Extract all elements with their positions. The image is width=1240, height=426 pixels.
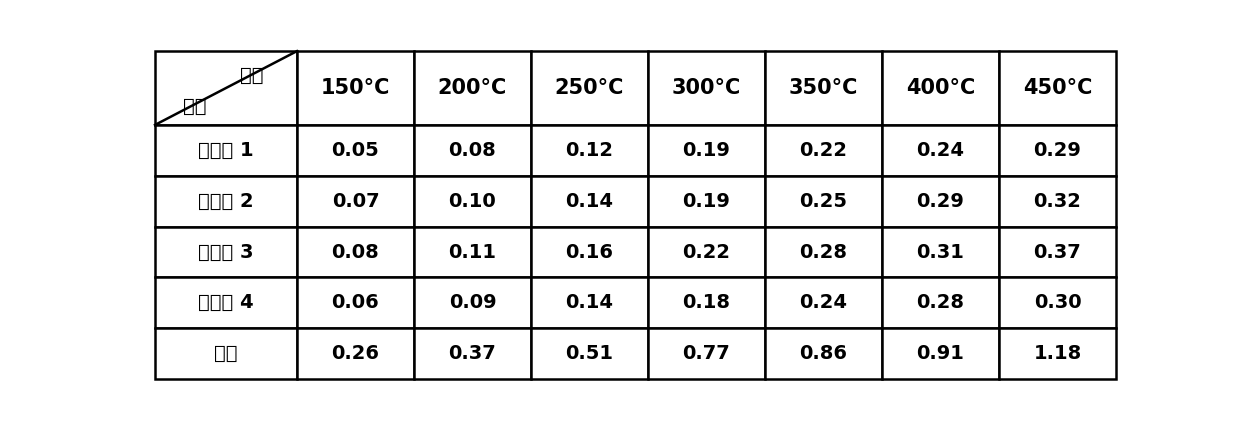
Bar bbox=[155, 227, 296, 277]
Text: 0.09: 0.09 bbox=[449, 294, 496, 312]
Bar bbox=[649, 51, 765, 125]
Text: 0.06: 0.06 bbox=[331, 294, 379, 312]
Text: 样品: 样品 bbox=[184, 97, 207, 116]
Text: 0.25: 0.25 bbox=[800, 192, 847, 211]
Text: 200°C: 200°C bbox=[438, 78, 507, 98]
Text: 0.18: 0.18 bbox=[682, 294, 730, 312]
Bar bbox=[414, 227, 531, 277]
Bar bbox=[531, 51, 649, 125]
Text: 0.10: 0.10 bbox=[449, 192, 496, 211]
Text: 0.37: 0.37 bbox=[449, 344, 496, 363]
Text: 400°C: 400°C bbox=[906, 78, 975, 98]
Text: 0.12: 0.12 bbox=[565, 141, 614, 160]
Text: 0.37: 0.37 bbox=[1034, 242, 1081, 262]
Text: 0.26: 0.26 bbox=[331, 344, 379, 363]
Text: 实施例 2: 实施例 2 bbox=[198, 192, 254, 211]
Bar bbox=[999, 227, 1116, 277]
Bar bbox=[882, 51, 999, 125]
Text: 0.22: 0.22 bbox=[682, 242, 730, 262]
Bar bbox=[531, 277, 649, 328]
Text: 150°C: 150°C bbox=[321, 78, 391, 98]
Text: 0.22: 0.22 bbox=[800, 141, 847, 160]
Text: 0.14: 0.14 bbox=[565, 294, 614, 312]
Bar bbox=[296, 125, 414, 176]
Text: 300°C: 300°C bbox=[672, 78, 742, 98]
Bar bbox=[531, 328, 649, 379]
Text: 0.05: 0.05 bbox=[331, 141, 379, 160]
Bar bbox=[999, 176, 1116, 227]
Text: 350°C: 350°C bbox=[789, 78, 858, 98]
Bar bbox=[765, 227, 882, 277]
Text: 450°C: 450°C bbox=[1023, 78, 1092, 98]
Bar bbox=[999, 328, 1116, 379]
Text: 0.24: 0.24 bbox=[800, 294, 847, 312]
Text: 0.31: 0.31 bbox=[916, 242, 965, 262]
Bar bbox=[649, 176, 765, 227]
Bar bbox=[531, 176, 649, 227]
Text: 0.86: 0.86 bbox=[800, 344, 847, 363]
Bar bbox=[531, 125, 649, 176]
Text: 0.32: 0.32 bbox=[1034, 192, 1081, 211]
Bar bbox=[414, 125, 531, 176]
Bar bbox=[882, 125, 999, 176]
Bar bbox=[155, 328, 296, 379]
Text: 1.18: 1.18 bbox=[1033, 344, 1081, 363]
Bar bbox=[882, 328, 999, 379]
Bar bbox=[882, 227, 999, 277]
Text: 0.91: 0.91 bbox=[916, 344, 965, 363]
Bar bbox=[649, 328, 765, 379]
Bar bbox=[414, 277, 531, 328]
Text: 0.77: 0.77 bbox=[682, 344, 730, 363]
Bar bbox=[531, 227, 649, 277]
Bar bbox=[765, 125, 882, 176]
Bar bbox=[999, 51, 1116, 125]
Text: 实施例 4: 实施例 4 bbox=[198, 294, 254, 312]
Text: 0.24: 0.24 bbox=[916, 141, 965, 160]
Bar bbox=[765, 328, 882, 379]
Text: 0.19: 0.19 bbox=[682, 192, 730, 211]
Text: 0.19: 0.19 bbox=[682, 141, 730, 160]
Text: 实施例 3: 实施例 3 bbox=[198, 242, 254, 262]
Bar bbox=[155, 51, 296, 125]
Text: 0.29: 0.29 bbox=[916, 192, 965, 211]
Bar bbox=[414, 176, 531, 227]
Bar bbox=[155, 125, 296, 176]
Bar bbox=[155, 277, 296, 328]
Text: 250°C: 250°C bbox=[554, 78, 624, 98]
Bar bbox=[296, 277, 414, 328]
Text: 0.07: 0.07 bbox=[331, 192, 379, 211]
Text: 0.30: 0.30 bbox=[1034, 294, 1081, 312]
Text: 0.28: 0.28 bbox=[800, 242, 847, 262]
Text: 0.08: 0.08 bbox=[331, 242, 379, 262]
Bar bbox=[296, 176, 414, 227]
Bar bbox=[649, 277, 765, 328]
Bar bbox=[882, 176, 999, 227]
Bar bbox=[296, 227, 414, 277]
Text: 温度: 温度 bbox=[239, 66, 263, 85]
Bar bbox=[296, 51, 414, 125]
Text: 0.11: 0.11 bbox=[449, 242, 496, 262]
Bar bbox=[649, 227, 765, 277]
Bar bbox=[882, 277, 999, 328]
Bar bbox=[414, 328, 531, 379]
Bar bbox=[765, 277, 882, 328]
Bar bbox=[999, 125, 1116, 176]
Text: 0.08: 0.08 bbox=[449, 141, 496, 160]
Bar bbox=[296, 328, 414, 379]
Bar bbox=[765, 51, 882, 125]
Bar bbox=[649, 125, 765, 176]
Text: 0.28: 0.28 bbox=[916, 294, 965, 312]
Text: 0.14: 0.14 bbox=[565, 192, 614, 211]
Text: 0.29: 0.29 bbox=[1034, 141, 1081, 160]
Text: 实施例 1: 实施例 1 bbox=[198, 141, 254, 160]
Text: 0.51: 0.51 bbox=[565, 344, 614, 363]
Bar bbox=[414, 51, 531, 125]
Bar bbox=[999, 277, 1116, 328]
Bar bbox=[155, 176, 296, 227]
Bar bbox=[765, 176, 882, 227]
Text: 对比: 对比 bbox=[215, 344, 238, 363]
Text: 0.16: 0.16 bbox=[565, 242, 614, 262]
